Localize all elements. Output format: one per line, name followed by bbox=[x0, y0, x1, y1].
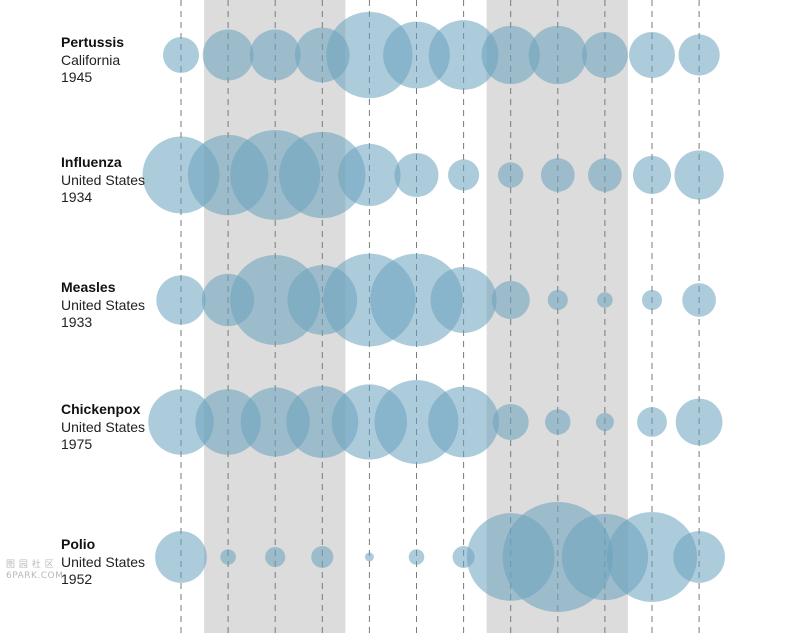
bubble-pertussis-month-10 bbox=[581, 32, 628, 78]
row-label-measles: Measles United States 1933 bbox=[61, 279, 145, 332]
location: United States bbox=[61, 418, 146, 435]
row-label-pertussis: Pertussis California 1945 bbox=[61, 34, 124, 87]
bubble-influenza-month-10 bbox=[588, 158, 622, 192]
year: 1952 bbox=[61, 571, 93, 587]
bubble-measles-month-1 bbox=[156, 275, 206, 325]
watermark-line1: 图 园 社 区 bbox=[6, 560, 55, 570]
watermark-line2: 6PARK.COM bbox=[6, 571, 64, 581]
series-pertussis bbox=[163, 11, 720, 99]
disease-name: Pertussis bbox=[61, 34, 125, 50]
bubble-chickenpox-month-11 bbox=[637, 407, 667, 437]
bubble-influenza-month-7 bbox=[448, 159, 480, 191]
bubble-polio-month-5 bbox=[364, 552, 374, 562]
bubble-pertussis-month-7 bbox=[428, 20, 499, 90]
bubble-polio-month-6 bbox=[408, 549, 425, 565]
location: California bbox=[61, 51, 121, 68]
watermark: 图 园 社 区 6PARK.COM bbox=[6, 560, 63, 582]
series-measles bbox=[156, 253, 716, 347]
row-label-polio: Polio United States 1952 bbox=[61, 536, 145, 589]
disease-name: Polio bbox=[61, 536, 96, 552]
bubble-pertussis-month-9 bbox=[528, 25, 587, 85]
disease-name: Chickenpox bbox=[61, 401, 141, 417]
bubble-pertussis-month-2 bbox=[202, 29, 254, 81]
bubble-chickenpox-month-9 bbox=[545, 409, 571, 435]
bubble-pertussis-month-12 bbox=[678, 34, 720, 76]
bubble-measles-month-11 bbox=[641, 289, 663, 311]
bubble-layer bbox=[142, 11, 725, 613]
bubble-influenza-month-9 bbox=[540, 158, 575, 192]
location: United States bbox=[61, 171, 146, 188]
series-influenza bbox=[142, 130, 724, 220]
bubble-measles-month-12 bbox=[682, 283, 716, 317]
bubble-measles-month-8 bbox=[491, 280, 530, 320]
location: United States bbox=[61, 296, 146, 313]
series-polio bbox=[155, 501, 725, 613]
location: United States bbox=[61, 553, 146, 570]
bubble-influenza-month-11 bbox=[632, 155, 672, 195]
series-chickenpox bbox=[148, 380, 723, 464]
bubble-chickenpox-month-1 bbox=[148, 389, 214, 455]
year: 1975 bbox=[61, 436, 93, 452]
bubble-influenza-month-12 bbox=[674, 150, 724, 200]
year: 1933 bbox=[61, 314, 93, 330]
bubble-pertussis-month-5 bbox=[326, 11, 413, 99]
bubble-polio-month-4 bbox=[311, 545, 334, 569]
bubble-chickenpox-month-10 bbox=[595, 413, 614, 431]
bubble-pertussis-month-3 bbox=[249, 29, 301, 81]
bubble-chickenpox-month-12 bbox=[675, 398, 723, 446]
bubble-measles-month-9 bbox=[547, 289, 568, 311]
row-label-chickenpox: Chickenpox United States 1975 bbox=[61, 401, 145, 454]
bubble-influenza-month-8 bbox=[497, 162, 524, 188]
bubble-pertussis-month-8 bbox=[481, 25, 540, 85]
disease-name: Measles bbox=[61, 279, 116, 295]
year: 1945 bbox=[61, 69, 93, 85]
bubble-measles-month-10 bbox=[597, 292, 613, 308]
bubble-influenza-month-4 bbox=[279, 131, 366, 219]
year: 1934 bbox=[61, 189, 93, 205]
bubble-measles-month-7 bbox=[430, 266, 497, 334]
bubble-pertussis-month-1 bbox=[163, 37, 199, 73]
bubble-chickenpox-month-2 bbox=[195, 389, 261, 455]
bubble-polio-month-11 bbox=[607, 512, 697, 602]
row-label-influenza: Influenza United States 1934 bbox=[61, 154, 145, 207]
bubble-polio-month-1 bbox=[155, 531, 207, 583]
disease-name: Influenza bbox=[61, 154, 122, 170]
bubble-influenza-month-5 bbox=[338, 143, 401, 207]
bubble-polio-month-2 bbox=[220, 549, 236, 565]
bubble-measles-month-6 bbox=[370, 253, 463, 347]
bubble-pertussis-month-11 bbox=[629, 32, 675, 78]
bubble-influenza-month-6 bbox=[394, 152, 439, 198]
bubble-polio-month-12 bbox=[673, 531, 725, 583]
bubble-chickenpox-month-7 bbox=[428, 386, 500, 458]
bubble-polio-month-3 bbox=[265, 546, 286, 568]
bubble-chickenpox-month-8 bbox=[492, 404, 529, 440]
